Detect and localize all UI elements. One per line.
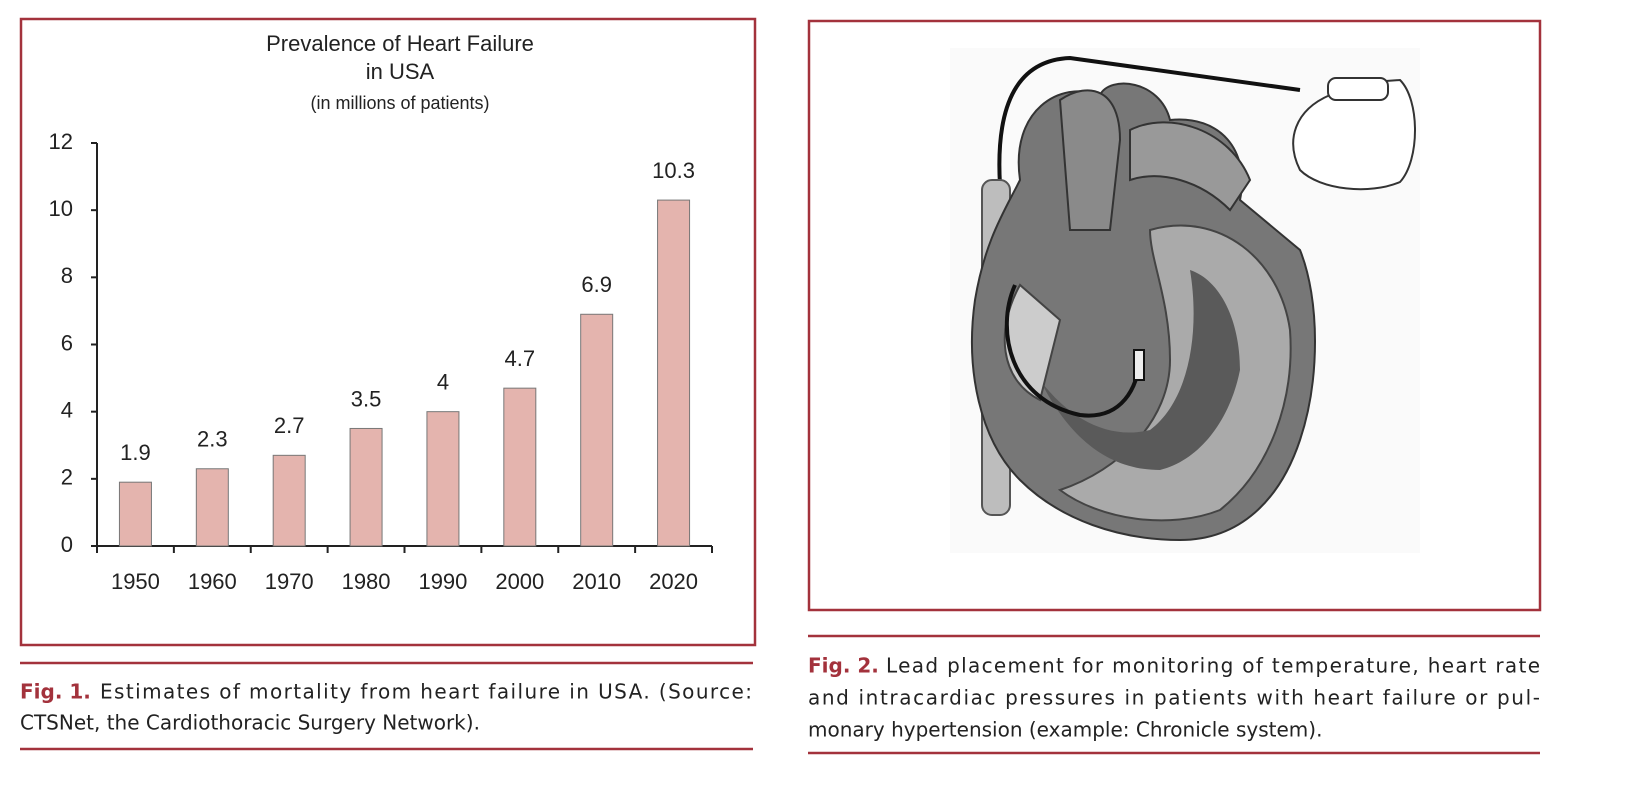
bar xyxy=(657,199,691,547)
chart-title: in USA xyxy=(366,59,435,84)
x-tick-label: 1950 xyxy=(111,569,160,594)
caption-label: Fig. 2. xyxy=(808,654,879,678)
data-label: 3.5 xyxy=(351,386,382,411)
bar xyxy=(426,411,460,547)
caption-text: Lead placement for monitoring of tempera… xyxy=(886,654,1540,678)
y-tick-label: 6 xyxy=(61,330,73,355)
x-tick-label: 1990 xyxy=(418,569,467,594)
caption-text: CTSNet, the Cardiothoracic Surgery Netwo… xyxy=(20,711,480,735)
bar xyxy=(349,427,383,547)
data-label: 2.7 xyxy=(274,413,305,438)
caption-text: monary hypertension (example: Chronicle … xyxy=(808,718,1322,742)
chart: Prevalence of Heart Failure in USA (in m… xyxy=(49,31,713,594)
bar xyxy=(272,454,306,547)
x-tick-label: 1960 xyxy=(188,569,237,594)
data-label: 4 xyxy=(437,369,449,394)
data-label: 1.9 xyxy=(120,440,151,465)
chart-subtitle: (in millions of patients) xyxy=(310,93,489,113)
x-tick-label: 2020 xyxy=(649,569,698,594)
caption-label: Fig. 1. xyxy=(20,680,91,704)
figure-frame xyxy=(19,17,757,647)
bar xyxy=(580,313,614,547)
bar xyxy=(195,468,229,547)
bar xyxy=(118,481,152,547)
y-tick-label: 0 xyxy=(61,532,73,557)
x-tick-label: 1970 xyxy=(265,569,314,594)
captions: Fig. 1. Estimates of mortality from heart… xyxy=(20,654,1540,742)
y-tick-label: 10 xyxy=(49,196,73,221)
caption-text: Estimates of mortality from heart failur… xyxy=(100,680,752,704)
chart-title: Prevalence of Heart Failure xyxy=(266,31,534,56)
x-tick-label: 2000 xyxy=(495,569,544,594)
data-label: 2.3 xyxy=(197,427,228,452)
heart-illustration xyxy=(950,48,1420,553)
x-tick-label: 2010 xyxy=(572,569,621,594)
y-tick-label: 2 xyxy=(61,465,73,490)
bar xyxy=(503,387,537,547)
y-tick-label: 8 xyxy=(61,263,73,288)
y-tick-label: 4 xyxy=(61,397,73,422)
y-tick-label: 12 xyxy=(49,129,73,154)
data-label: 10.3 xyxy=(652,158,695,183)
caption-text: and intracardiac pressures in patients w… xyxy=(808,686,1540,710)
data-label: 6.9 xyxy=(581,272,612,297)
x-tick-label: 1980 xyxy=(342,569,391,594)
data-label: 4.7 xyxy=(505,346,536,371)
figure-frame xyxy=(807,19,1542,612)
